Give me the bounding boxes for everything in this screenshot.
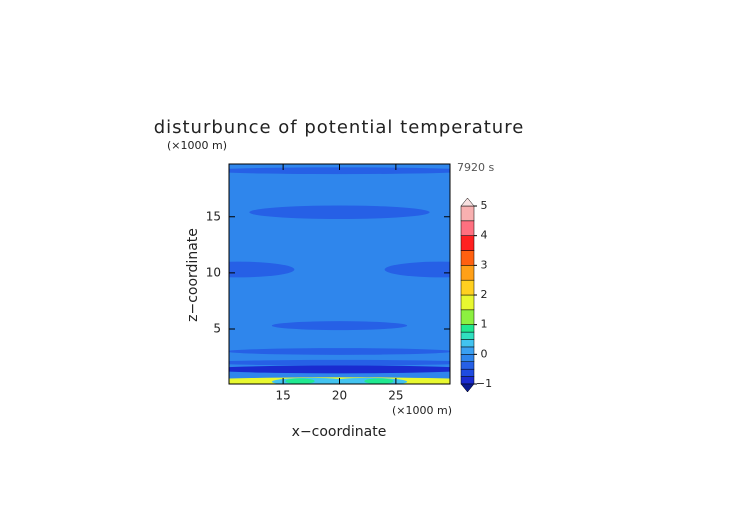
x-tick-label: 15 [275,389,290,403]
colorbar-tick-label: 2 [481,288,488,301]
contour-region [271,321,408,331]
contour-region [285,378,315,384]
contour-region [229,348,450,355]
colorbar-under [460,383,475,393]
chart-title: disturbunce of potential temperature [154,117,525,138]
colorbar-band [460,279,475,296]
y-tick-label: 10 [206,265,221,279]
y-tick-label: 15 [206,209,221,223]
colorbar-band [460,368,475,377]
x-tick-label: 20 [332,389,347,403]
colorbar-band [460,309,475,325]
colorbar-band [460,235,475,251]
colorbar-band [460,324,475,333]
colorbar-band [460,331,475,340]
contour-region [229,365,450,374]
colorbar-band [460,346,475,355]
plot-area [229,164,450,384]
annotation: 7920 s [457,161,494,174]
y-axis-label: z−coordinate [185,228,201,322]
colorbar-tick-label: −1 [476,377,492,390]
contour-region [229,359,450,366]
colorbar-tick-label: 1 [481,318,488,331]
colorbar-tick-label: 0 [481,347,488,360]
x-axis-label: x−coordinate [292,424,387,440]
colorbar-tick-label: 5 [481,199,488,212]
contour-region [229,261,295,278]
colorbar-band [460,220,475,236]
colorbar-band [460,376,475,385]
colorbar-band [460,250,475,266]
x-tick-label: 25 [388,389,403,403]
y-unit: (×1000 m) [167,139,227,152]
colorbar-band [460,205,475,222]
colorbar-band [460,265,475,281]
colorbar-band [460,339,475,348]
contour-region [384,261,450,278]
contour-region [249,205,430,219]
colorbar-band [460,354,475,363]
contour-region [364,378,394,384]
y-tick-label: 5 [213,322,221,336]
colorbar-tick-label: 3 [481,258,488,271]
colorbar-over [460,197,475,207]
x-unit: (×1000 m) [392,404,452,417]
contour-region [229,167,450,175]
colorbar-tick-label: 4 [481,229,488,242]
colorbar-band [460,294,475,311]
colorbar-band [460,361,475,370]
